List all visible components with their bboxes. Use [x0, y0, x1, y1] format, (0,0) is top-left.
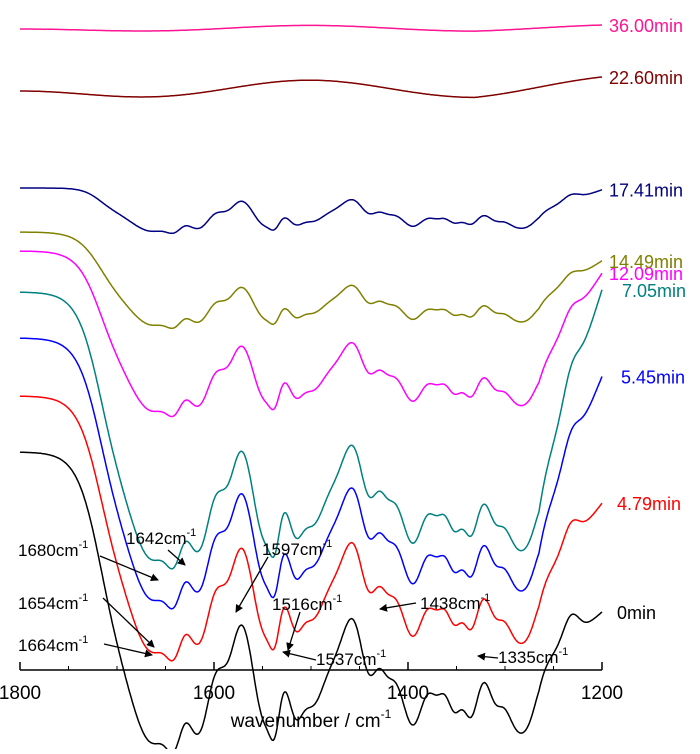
- annotation-arrow: [103, 643, 153, 658]
- series-line: [20, 289, 603, 570]
- series-line: [20, 24, 602, 32]
- peak-annotation: 1537cm-1: [316, 648, 386, 669]
- x-axis-label: wavenumber / cm-1: [230, 707, 392, 732]
- series-line: [19, 451, 603, 754]
- x-tick-label: 1800: [0, 683, 41, 704]
- series-legend-label: 0min: [617, 603, 656, 623]
- annotation-arrow: [286, 611, 301, 651]
- annotation-layer: 1680cm-1 1642cm-1 1597cm-1 1654cm-1 1516cm-1…: [18, 527, 568, 669]
- x-tick-label: 1600: [193, 683, 235, 704]
- series-legend-label: 5.45min: [621, 367, 685, 387]
- peak-annotation: 1438cm-1: [420, 592, 490, 613]
- series-legend-label: 7.05min: [622, 281, 686, 301]
- annotation-arrow: [477, 652, 499, 661]
- peak-annotation: 1516cm-1: [272, 593, 342, 614]
- series-layer: 0min 4.79min 5.45min 7.05min12.09min14.49mi…: [19, 16, 686, 754]
- series-line: [20, 395, 603, 662]
- peak-annotation: 1654cm-1: [18, 592, 88, 613]
- annotation-arrow: [235, 556, 269, 613]
- series-legend-label: 12.09min: [609, 264, 683, 284]
- series-legend-label: 4.79min: [617, 494, 681, 514]
- series-line: [20, 187, 603, 235]
- annotation-arrow: [167, 549, 186, 566]
- series-line: [20, 231, 603, 330]
- peak-annotation: 1335cm-1: [498, 646, 568, 667]
- annotation-arrow: [99, 555, 159, 582]
- series-line: [20, 337, 603, 610]
- annotation-arrow: [379, 602, 417, 612]
- x-tick-label: 1200: [581, 683, 623, 704]
- series-legend-label: 36.00min: [609, 16, 683, 36]
- series-line: [20, 76, 603, 99]
- annotation-arrow: [102, 597, 155, 648]
- peak-annotation: 1642cm-1: [126, 527, 196, 548]
- peak-annotation: 1664cm-1: [18, 634, 88, 655]
- peak-annotation: 1680cm-1: [18, 539, 88, 560]
- series-legend-label: 22.60min: [609, 68, 683, 88]
- x-tick-label: 1400: [387, 683, 429, 704]
- series-line: [20, 250, 603, 418]
- series-legend-label: 17.41min: [609, 181, 683, 201]
- x-axis: 1800 1600 1400 1200: [0, 662, 623, 704]
- annotation-arrow: [282, 649, 317, 661]
- x-axis-label-superscript: -1: [381, 707, 392, 721]
- series-legend-label: 14.49min: [609, 252, 683, 272]
- peak-annotation: 1597cm-1: [262, 538, 332, 559]
